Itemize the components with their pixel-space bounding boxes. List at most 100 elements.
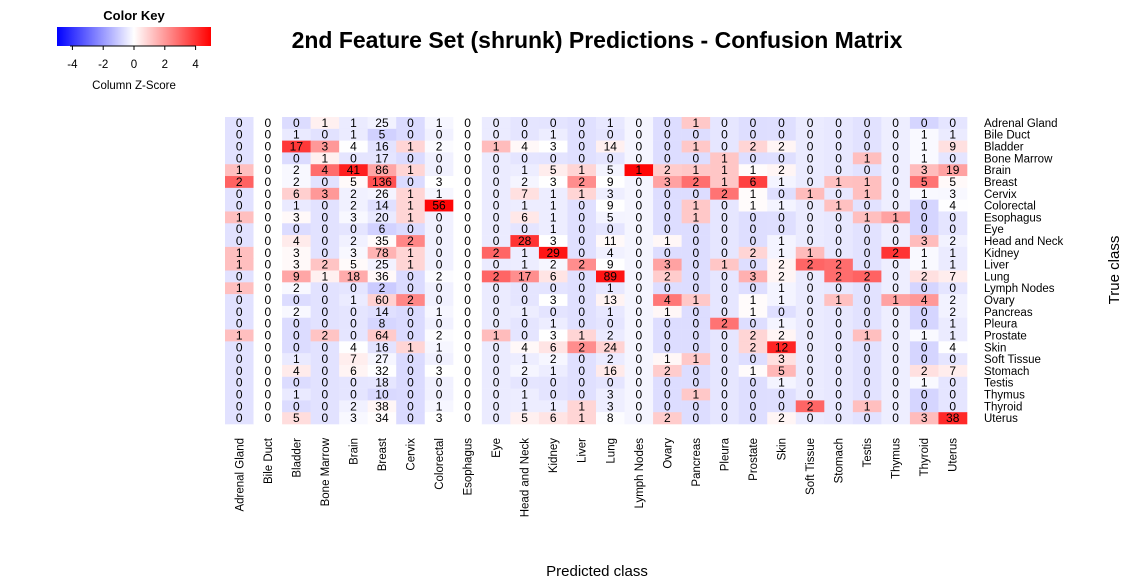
cell-value-label: 3 — [350, 411, 357, 425]
cell-value-label: 1 — [550, 187, 557, 201]
cell-value-label: 0 — [578, 352, 585, 366]
cell-value-label: 0 — [892, 258, 899, 272]
cell-value-label: 0 — [835, 222, 842, 236]
cell-value-label: 0 — [721, 305, 728, 319]
column-label: Bladder — [291, 438, 303, 478]
heatmap-cell — [881, 128, 911, 141]
heatmap-cell — [424, 199, 454, 212]
heatmap-cell — [481, 140, 511, 153]
heatmap-cell — [738, 400, 768, 413]
cell-value-label: 1 — [693, 199, 700, 213]
cell-value-label: 0 — [835, 234, 842, 248]
cell-value-label: 0 — [635, 305, 642, 319]
cell-value-label: 4 — [293, 234, 300, 248]
heatmap-cell — [538, 117, 568, 130]
color-key-gradient — [57, 27, 211, 46]
heatmap-cell — [253, 223, 283, 236]
heatmap-cell — [225, 176, 254, 189]
heatmap-cell — [567, 341, 597, 354]
heatmap-cell — [938, 282, 968, 295]
cell-value-label: 0 — [807, 128, 814, 142]
heatmap-cell — [396, 270, 426, 283]
cell-value-label: 1 — [322, 151, 329, 165]
heatmap-cell — [225, 187, 254, 200]
heatmap-cell — [767, 376, 797, 389]
cell-value-label: 1 — [436, 116, 443, 130]
heatmap-cell — [767, 187, 797, 200]
heatmap-cell — [596, 223, 625, 236]
heatmap-cell — [909, 400, 939, 413]
cell-value-label: 34 — [375, 411, 389, 425]
heatmap-cell — [367, 294, 397, 307]
heatmap-cell — [824, 294, 854, 307]
heatmap-cell — [339, 258, 368, 271]
cell-value-label: 0 — [807, 210, 814, 224]
cell-value-label: 2 — [664, 163, 671, 177]
cell-value-label: 0 — [322, 411, 329, 425]
cell-value-label: 2 — [721, 317, 728, 331]
heatmap-cell — [481, 317, 511, 330]
heatmap-cell — [795, 329, 825, 342]
cell-value-label: 0 — [350, 281, 357, 295]
heatmap-cell — [282, 258, 311, 271]
cell-value-label: 0 — [721, 399, 728, 413]
heatmap-cell — [909, 176, 939, 189]
cell-value-label: 2 — [664, 269, 671, 283]
heatmap-cell — [481, 388, 511, 401]
heatmap-cell — [253, 412, 283, 425]
heatmap-cell — [282, 152, 311, 165]
cell-value-label: 0 — [578, 364, 585, 378]
cell-value-label: 0 — [693, 364, 700, 378]
cell-value-label: 0 — [721, 210, 728, 224]
heatmap-cell — [453, 211, 483, 224]
cell-value-label: 0 — [407, 317, 414, 331]
cell-value-label: 1 — [436, 340, 443, 354]
cell-value-label: 0 — [407, 175, 414, 189]
cell-value-label: 0 — [693, 411, 700, 425]
heatmap-cell — [852, 140, 882, 153]
heatmap-cell — [424, 187, 454, 200]
heatmap-cell — [253, 152, 283, 165]
column-label: Uterus — [948, 438, 960, 472]
cell-value-label: 0 — [521, 116, 528, 130]
cell-value-label: 1 — [949, 246, 956, 260]
heatmap-cell — [852, 152, 882, 165]
heatmap-cell — [396, 117, 426, 130]
heatmap-cell — [367, 223, 397, 236]
heatmap-cell — [510, 176, 540, 189]
cell-value-label: 0 — [407, 269, 414, 283]
cell-value-label: 0 — [835, 352, 842, 366]
heatmap-cell — [396, 258, 426, 271]
cell-value-label: 0 — [835, 140, 842, 154]
cell-value-label: 2 — [664, 364, 671, 378]
cell-value-label: 0 — [664, 210, 671, 224]
column-label: Lung — [605, 438, 617, 464]
cell-value-label: 2 — [493, 246, 500, 260]
cell-value-label: 0 — [607, 376, 614, 390]
heatmap-cell — [710, 270, 739, 283]
heatmap-cell — [396, 400, 426, 413]
cell-value-label: 3 — [921, 411, 928, 425]
heatmap-cell — [767, 117, 797, 130]
heatmap-cell — [938, 376, 968, 389]
cell-value-label: 0 — [578, 387, 585, 401]
cell-value-label: 3 — [322, 187, 329, 201]
cell-value-label: 0 — [864, 364, 871, 378]
cell-value-label: 0 — [607, 151, 614, 165]
heatmap-cell — [310, 364, 340, 378]
cell-value-label: 1 — [949, 317, 956, 331]
heatmap-cell — [510, 294, 540, 307]
heatmap-cell — [567, 305, 597, 319]
heatmap-cell — [567, 140, 597, 153]
cell-value-label: 2 — [350, 199, 357, 213]
cell-value-label: 0 — [864, 246, 871, 260]
cell-value-label: 0 — [236, 293, 243, 307]
heatmap-cell — [653, 164, 682, 177]
row-label: Colorectal — [984, 201, 1036, 213]
heatmap-cell — [510, 211, 540, 224]
heatmap-cell — [367, 140, 397, 153]
heatmap-cell — [852, 176, 882, 189]
heatmap-cell — [596, 199, 625, 212]
cell-value-label: 17 — [518, 269, 532, 283]
cell-value-label: 2 — [778, 269, 785, 283]
